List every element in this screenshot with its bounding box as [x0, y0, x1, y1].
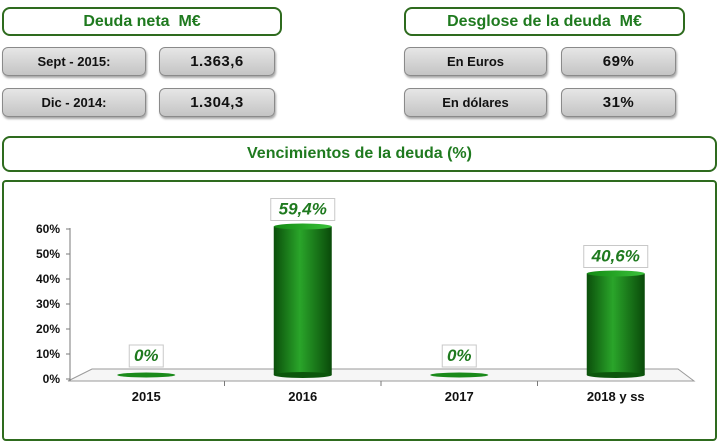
x-tick-label: 2017	[445, 389, 474, 404]
data-label-box	[583, 245, 649, 268]
net-debt-header: Deuda neta M€	[2, 7, 282, 36]
net-debt-value-sept-2015: 1.363,6	[159, 47, 275, 76]
maturity-chart: 0% 10% 20% 30% 40% 50% 60% 0% 2015 59,4% 2016 0% 201…	[36, 198, 696, 404]
y-tick-label: 60%	[36, 222, 60, 236]
bar-top-2016	[273, 223, 332, 230]
breakdown-header: Desglose de la deuda M€	[404, 7, 685, 36]
net-debt-label-sept-2015: Sept - 2015:	[2, 47, 146, 76]
data-label-box	[270, 198, 336, 221]
net-debt-label-dic-2014: Dic - 2014:	[2, 88, 146, 117]
breakdown-title: Desglose de la deuda M€	[447, 12, 642, 30]
data-label-box	[441, 344, 477, 368]
breakdown-value-euros: 69%	[561, 47, 676, 76]
bar-2016	[273, 226, 332, 375]
breakdown-value-dollars: 31%	[561, 88, 676, 117]
bar-2018-y-ss	[586, 273, 645, 375]
chart-title: Vencimientos de la deuda (%)	[247, 145, 472, 162]
y-tick-label: 50%	[36, 247, 60, 261]
y-tick-label: 0%	[43, 372, 61, 386]
data-label-2016: 59,4%	[279, 200, 327, 219]
net-debt-title: Deuda neta M€	[83, 12, 201, 30]
bar-base-2018-y-ss	[586, 372, 645, 378]
y-tick-label: 10%	[36, 347, 60, 361]
breakdown-label-dollars: En dólares	[404, 88, 547, 117]
x-tick-label: 2016	[288, 389, 317, 404]
x-tick-label: 2015	[132, 389, 161, 404]
data-label-2015: 0%	[134, 346, 159, 365]
data-label-2017: 0%	[447, 346, 472, 365]
data-label-2018-y-ss: 40,6%	[591, 247, 640, 266]
chart-panel: 0% 10% 20% 30% 40% 50% 60% 0% 2015 59,4% 2016 0% 201…	[2, 180, 717, 441]
breakdown-label-euros: En Euros	[404, 47, 547, 76]
chart-title-box: Vencimientos de la deuda (%)	[2, 136, 717, 172]
data-label-box	[128, 344, 164, 368]
x-tick-label: 2018 y ss	[587, 389, 645, 404]
y-tick-label: 20%	[36, 322, 60, 336]
bar-top-2018-y-ss	[586, 270, 645, 277]
chart-floor	[67, 368, 696, 382]
bar-2017	[430, 372, 489, 378]
y-tick-label: 40%	[36, 272, 60, 286]
bar-2015	[117, 372, 176, 378]
net-debt-value-dic-2014: 1.304,3	[159, 88, 275, 117]
bar-base-2016	[273, 372, 332, 378]
y-tick-label: 30%	[36, 297, 60, 311]
